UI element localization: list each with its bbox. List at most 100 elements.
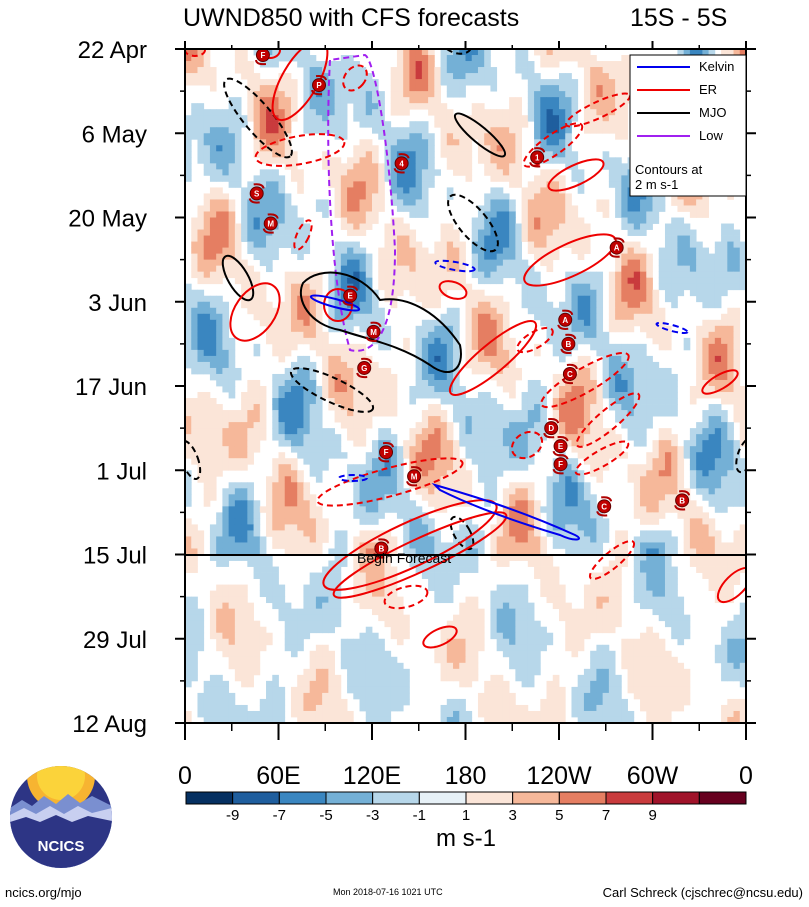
shading-cell	[390, 452, 398, 459]
shading-cell	[552, 253, 560, 261]
shading-cell	[559, 199, 566, 206]
shading-cell	[421, 410, 429, 417]
shading-cell	[702, 331, 709, 339]
shading-cell	[359, 404, 367, 411]
shading-cell	[477, 253, 485, 261]
shading-cell	[409, 446, 417, 453]
shading-cell	[266, 103, 273, 110]
shading-cell	[484, 217, 491, 224]
shading-cell	[203, 199, 211, 206]
shading-cell	[197, 446, 205, 453]
shading-cell	[278, 440, 286, 447]
shading-cell	[415, 73, 423, 80]
shading-cell	[259, 187, 267, 194]
shading-cell	[453, 61, 460, 68]
shading-cell	[534, 139, 541, 146]
shading-cell	[390, 85, 398, 92]
shading-cell	[577, 337, 585, 345]
shading-cell	[515, 109, 522, 116]
shading-cell	[334, 259, 342, 267]
shading-cell	[721, 494, 728, 501]
shading-cell	[216, 127, 223, 134]
shading-cell	[664, 506, 672, 513]
shading-cell	[515, 410, 522, 417]
shading-cell	[284, 271, 292, 279]
shading-cell	[197, 470, 205, 477]
shading-cell	[477, 151, 485, 158]
shading-cell	[434, 97, 441, 104]
shading-cell	[222, 434, 230, 441]
shading-cell	[583, 458, 591, 465]
shading-cell	[415, 386, 423, 393]
shading-cell	[440, 151, 448, 158]
shading-cell	[565, 127, 572, 134]
shading-cell	[266, 319, 273, 327]
shading-cell	[185, 361, 192, 369]
shading-cell	[546, 115, 554, 122]
shading-cell	[446, 91, 454, 98]
shading-cell	[390, 91, 398, 98]
shading-cell	[689, 211, 697, 218]
shading-cell	[521, 440, 529, 447]
shading-cell	[259, 193, 267, 200]
shading-cell	[733, 482, 741, 489]
shading-cell	[309, 61, 317, 68]
shading-cell	[621, 325, 628, 333]
shading-cell	[671, 301, 678, 309]
shading-cell	[446, 151, 454, 158]
shading-cell	[228, 235, 236, 242]
shading-cell	[409, 187, 417, 194]
shading-cell	[590, 373, 597, 381]
shading-cell	[228, 175, 236, 182]
shading-cell	[571, 307, 579, 315]
shading-cell	[334, 181, 342, 188]
shading-cell	[222, 373, 230, 381]
shading-cell	[714, 476, 722, 483]
shading-cell	[615, 277, 622, 285]
shading-cell	[646, 271, 653, 279]
shading-cell	[664, 283, 672, 291]
shading-cell	[714, 434, 722, 441]
shading-cell	[421, 85, 429, 92]
shading-cell	[309, 440, 317, 447]
shading-cell	[621, 73, 628, 80]
shading-cell	[390, 446, 398, 453]
shading-cell	[615, 452, 622, 459]
shading-cell	[209, 464, 217, 471]
shading-cell	[689, 446, 697, 453]
shading-cell	[484, 49, 491, 56]
shading-cell	[203, 440, 211, 447]
shading-cell	[328, 307, 335, 315]
shading-cell	[521, 61, 529, 68]
shading-cell	[421, 331, 429, 339]
shading-cell	[347, 175, 354, 182]
shading-cell	[191, 217, 198, 224]
shading-cell	[484, 151, 491, 158]
shading-cell	[733, 488, 741, 495]
shading-cell	[278, 470, 286, 477]
shading-cell	[290, 458, 298, 465]
shading-cell	[546, 181, 554, 188]
shading-cell	[453, 163, 460, 170]
shading-cell	[297, 386, 304, 393]
shading-cell	[359, 193, 367, 200]
shading-cell	[440, 145, 448, 152]
shading-cell	[440, 392, 448, 399]
shading-cell	[702, 277, 709, 285]
shading-cell	[465, 422, 473, 429]
shading-cell	[409, 265, 417, 273]
shading-cell	[290, 331, 298, 339]
shading-cell	[590, 518, 597, 525]
shading-cell	[552, 97, 560, 104]
shading-cell	[234, 512, 242, 519]
shading-cell	[322, 392, 329, 399]
shading-cell	[421, 289, 429, 297]
shading-cell	[608, 452, 616, 459]
shading-cell	[259, 392, 267, 399]
shading-cell	[621, 247, 628, 255]
shading-cell	[428, 85, 435, 92]
shading-cell	[384, 247, 392, 255]
shading-cell	[328, 85, 335, 92]
shading-cell	[515, 253, 522, 261]
shading-cell	[446, 85, 454, 92]
